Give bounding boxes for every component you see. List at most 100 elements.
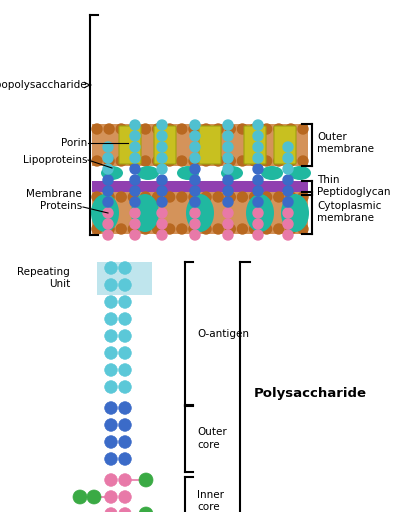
Circle shape	[223, 197, 233, 207]
Text: Polysaccharide: Polysaccharide	[254, 387, 367, 400]
Circle shape	[213, 156, 223, 166]
Circle shape	[119, 330, 131, 343]
Circle shape	[130, 208, 140, 218]
Circle shape	[225, 124, 235, 134]
Circle shape	[253, 153, 263, 163]
Circle shape	[283, 164, 293, 174]
Circle shape	[190, 120, 200, 130]
Circle shape	[130, 142, 140, 152]
Circle shape	[286, 224, 296, 234]
Circle shape	[105, 419, 117, 431]
Text: Outer
membrane: Outer membrane	[317, 132, 374, 154]
Ellipse shape	[221, 166, 243, 180]
Circle shape	[213, 224, 223, 234]
Circle shape	[130, 120, 140, 130]
Circle shape	[249, 124, 259, 134]
Circle shape	[153, 124, 162, 134]
Circle shape	[237, 224, 247, 234]
Circle shape	[105, 313, 117, 325]
Circle shape	[177, 124, 187, 134]
Circle shape	[103, 208, 113, 218]
Circle shape	[225, 192, 235, 202]
Circle shape	[105, 279, 117, 291]
Circle shape	[157, 208, 167, 218]
Circle shape	[92, 156, 102, 166]
Circle shape	[130, 153, 140, 163]
Circle shape	[104, 192, 114, 202]
Circle shape	[139, 473, 153, 487]
Circle shape	[119, 436, 131, 449]
Circle shape	[157, 131, 167, 141]
Circle shape	[223, 164, 233, 174]
Ellipse shape	[131, 194, 159, 232]
Circle shape	[165, 124, 175, 134]
Circle shape	[223, 219, 233, 229]
Circle shape	[130, 175, 140, 185]
Circle shape	[190, 153, 200, 163]
Circle shape	[116, 124, 126, 134]
Circle shape	[249, 224, 259, 234]
Circle shape	[87, 490, 101, 504]
Ellipse shape	[261, 166, 283, 180]
Circle shape	[128, 156, 138, 166]
Circle shape	[225, 156, 235, 166]
Circle shape	[128, 224, 138, 234]
Circle shape	[223, 175, 233, 185]
Circle shape	[157, 120, 167, 130]
Ellipse shape	[91, 194, 119, 232]
Text: Lipoproteins: Lipoproteins	[22, 155, 87, 165]
Circle shape	[249, 192, 259, 202]
Circle shape	[253, 142, 263, 152]
Circle shape	[140, 224, 150, 234]
Circle shape	[283, 175, 293, 185]
Circle shape	[165, 192, 175, 202]
Circle shape	[177, 224, 187, 234]
Circle shape	[92, 224, 102, 234]
Ellipse shape	[246, 194, 274, 232]
Ellipse shape	[281, 194, 309, 232]
Circle shape	[92, 124, 102, 134]
Circle shape	[274, 156, 284, 166]
Circle shape	[119, 313, 131, 325]
Circle shape	[140, 124, 150, 134]
Circle shape	[105, 453, 117, 465]
Circle shape	[261, 224, 271, 234]
Circle shape	[73, 490, 87, 504]
Text: Porin: Porin	[61, 138, 87, 148]
Circle shape	[190, 131, 200, 141]
Circle shape	[119, 296, 131, 308]
Circle shape	[298, 192, 308, 202]
FancyBboxPatch shape	[119, 126, 141, 164]
Circle shape	[190, 142, 200, 152]
Circle shape	[128, 192, 138, 202]
Circle shape	[103, 142, 113, 152]
Circle shape	[298, 156, 308, 166]
Circle shape	[92, 192, 102, 202]
Ellipse shape	[186, 194, 214, 232]
Circle shape	[119, 453, 131, 465]
Circle shape	[104, 224, 114, 234]
Circle shape	[130, 131, 140, 141]
Circle shape	[139, 507, 153, 512]
Circle shape	[253, 230, 263, 240]
Circle shape	[119, 508, 131, 512]
Circle shape	[253, 120, 263, 130]
Circle shape	[103, 186, 113, 196]
Bar	[92, 124, 308, 166]
Circle shape	[157, 164, 167, 174]
Circle shape	[286, 156, 296, 166]
Circle shape	[103, 153, 113, 163]
Circle shape	[157, 219, 167, 229]
Circle shape	[190, 175, 200, 185]
Circle shape	[253, 208, 263, 218]
Circle shape	[177, 192, 187, 202]
Circle shape	[283, 208, 293, 218]
Bar	[92, 192, 308, 234]
Text: O-antigen: O-antigen	[197, 329, 249, 339]
Circle shape	[103, 175, 113, 185]
Circle shape	[283, 186, 293, 196]
Circle shape	[119, 381, 131, 393]
Circle shape	[253, 131, 263, 141]
Circle shape	[119, 419, 131, 431]
Circle shape	[130, 219, 140, 229]
